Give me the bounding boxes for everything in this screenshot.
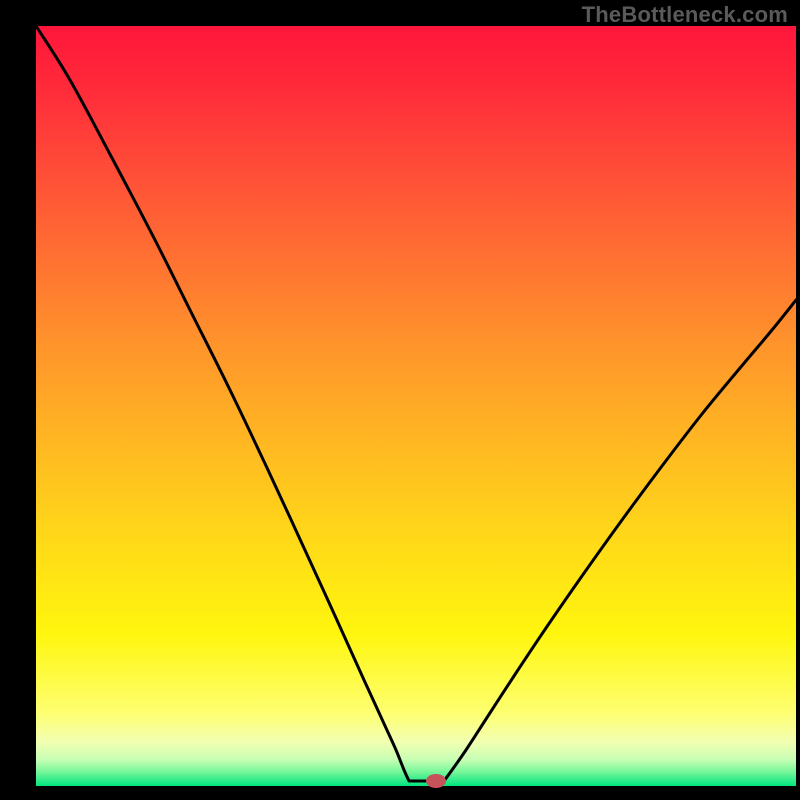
bottleneck-chart bbox=[0, 0, 800, 800]
watermark-text: TheBottleneck.com bbox=[582, 2, 788, 28]
current-position-marker bbox=[426, 774, 446, 788]
chart-container: TheBottleneck.com bbox=[0, 0, 800, 800]
plot-background bbox=[36, 26, 796, 786]
